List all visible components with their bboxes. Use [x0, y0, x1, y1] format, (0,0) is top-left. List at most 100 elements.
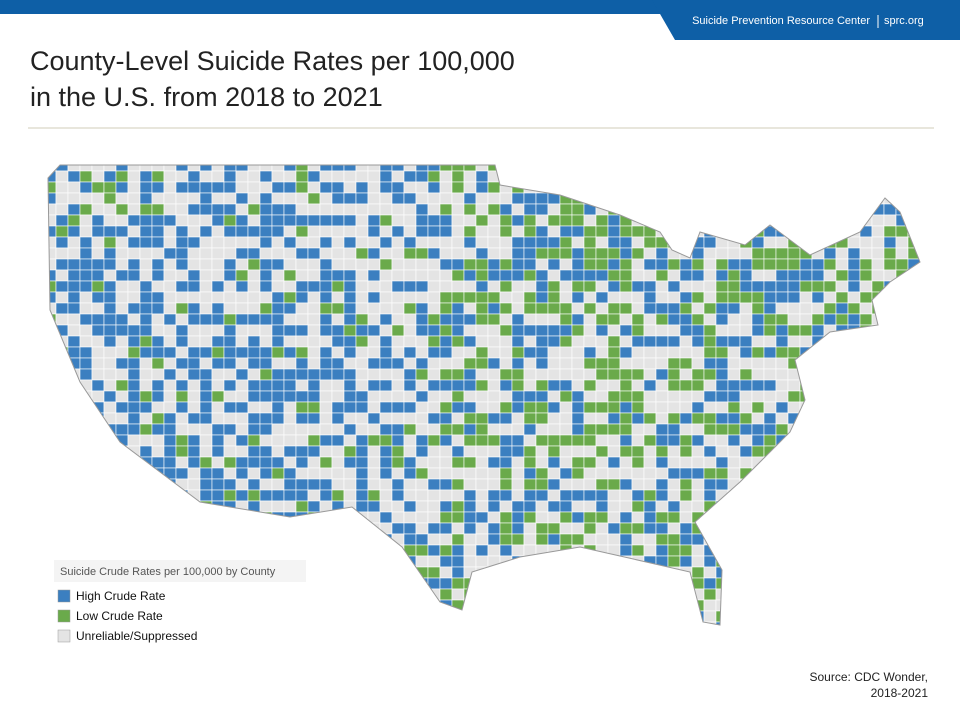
- county: [739, 577, 753, 590]
- county: [607, 379, 621, 392]
- county: [307, 258, 321, 271]
- county: [151, 258, 165, 271]
- county: [571, 324, 585, 337]
- county: [835, 203, 849, 216]
- county: [55, 269, 69, 282]
- county: [859, 544, 873, 557]
- county: [259, 302, 273, 315]
- county: [823, 533, 837, 546]
- county: [211, 203, 225, 216]
- county: [499, 500, 513, 513]
- county: [187, 302, 201, 315]
- county: [847, 456, 861, 469]
- county: [631, 269, 645, 282]
- county: [415, 357, 429, 370]
- county: [223, 335, 237, 348]
- county: [199, 269, 213, 282]
- county: [91, 511, 105, 524]
- county: [883, 258, 897, 271]
- county: [223, 621, 237, 625]
- county: [607, 434, 621, 447]
- county: [715, 511, 729, 524]
- county: [355, 379, 369, 392]
- county: [619, 247, 633, 260]
- county: [247, 335, 261, 348]
- county: [739, 291, 753, 304]
- county: [667, 621, 681, 625]
- county: [415, 478, 429, 491]
- county: [739, 236, 753, 249]
- county: [295, 379, 309, 392]
- county: [223, 236, 237, 249]
- county: [535, 445, 549, 458]
- county: [799, 313, 813, 326]
- county: [799, 214, 813, 227]
- county: [691, 544, 705, 557]
- county: [235, 324, 249, 337]
- county: [799, 368, 813, 381]
- county: [79, 478, 93, 491]
- county: [847, 269, 861, 282]
- county: [811, 478, 825, 491]
- county: [643, 423, 657, 436]
- county: [703, 390, 717, 403]
- county: [787, 401, 801, 414]
- county: [823, 621, 837, 625]
- county: [571, 335, 585, 348]
- county: [523, 445, 537, 458]
- county: [547, 489, 561, 502]
- county: [475, 346, 489, 359]
- county: [127, 247, 141, 260]
- county: [175, 291, 189, 304]
- county: [811, 434, 825, 447]
- county: [403, 544, 417, 557]
- county: [199, 401, 213, 414]
- county: [163, 192, 177, 205]
- legend: Suicide Crude Rates per 100,000 by Count…: [54, 560, 306, 643]
- county: [271, 280, 285, 293]
- county: [727, 165, 741, 172]
- county: [763, 280, 777, 293]
- county: [799, 511, 813, 524]
- county: [163, 610, 177, 623]
- county: [619, 511, 633, 524]
- county: [367, 335, 381, 348]
- county: [631, 258, 645, 271]
- county: [223, 599, 237, 612]
- county: [727, 533, 741, 546]
- county: [223, 313, 237, 326]
- county: [367, 170, 381, 183]
- county: [139, 291, 153, 304]
- county: [403, 522, 417, 535]
- county: [259, 203, 273, 216]
- county: [619, 165, 633, 172]
- county: [727, 170, 741, 183]
- county: [907, 280, 920, 293]
- county: [571, 500, 585, 513]
- county: [307, 566, 321, 579]
- county: [307, 544, 321, 557]
- county: [427, 280, 441, 293]
- county: [547, 478, 561, 491]
- county: [367, 588, 381, 601]
- county: [751, 500, 765, 513]
- county: [631, 335, 645, 348]
- county: [475, 390, 489, 403]
- county: [715, 214, 729, 227]
- county: [48, 258, 57, 271]
- county: [175, 269, 189, 282]
- county: [139, 324, 153, 337]
- county: [463, 456, 477, 469]
- county: [427, 511, 441, 524]
- county: [475, 489, 489, 502]
- county: [859, 302, 873, 315]
- county: [799, 324, 813, 337]
- county: [559, 456, 573, 469]
- county: [343, 390, 357, 403]
- county: [811, 225, 825, 238]
- county: [739, 500, 753, 513]
- county: [679, 577, 693, 590]
- county: [643, 269, 657, 282]
- county: [787, 533, 801, 546]
- county: [919, 445, 920, 458]
